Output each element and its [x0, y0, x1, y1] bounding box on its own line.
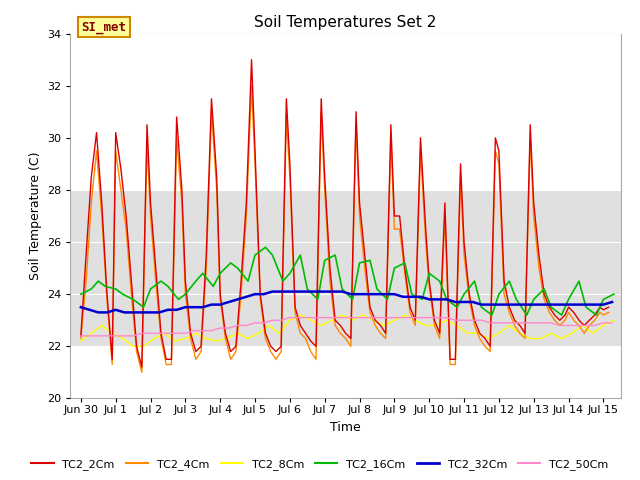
Legend: TC2_2Cm, TC2_4Cm, TC2_8Cm, TC2_16Cm, TC2_32Cm, TC2_50Cm: TC2_2Cm, TC2_4Cm, TC2_8Cm, TC2_16Cm, TC2…: [27, 455, 613, 474]
Bar: [70, 190, 621, 346]
Text: SI_met: SI_met: [81, 21, 127, 34]
Title: Soil Temperatures Set 2: Soil Temperatures Set 2: [255, 15, 436, 30]
Y-axis label: Soil Temperature (C): Soil Temperature (C): [29, 152, 42, 280]
X-axis label: Time: Time: [330, 421, 361, 434]
